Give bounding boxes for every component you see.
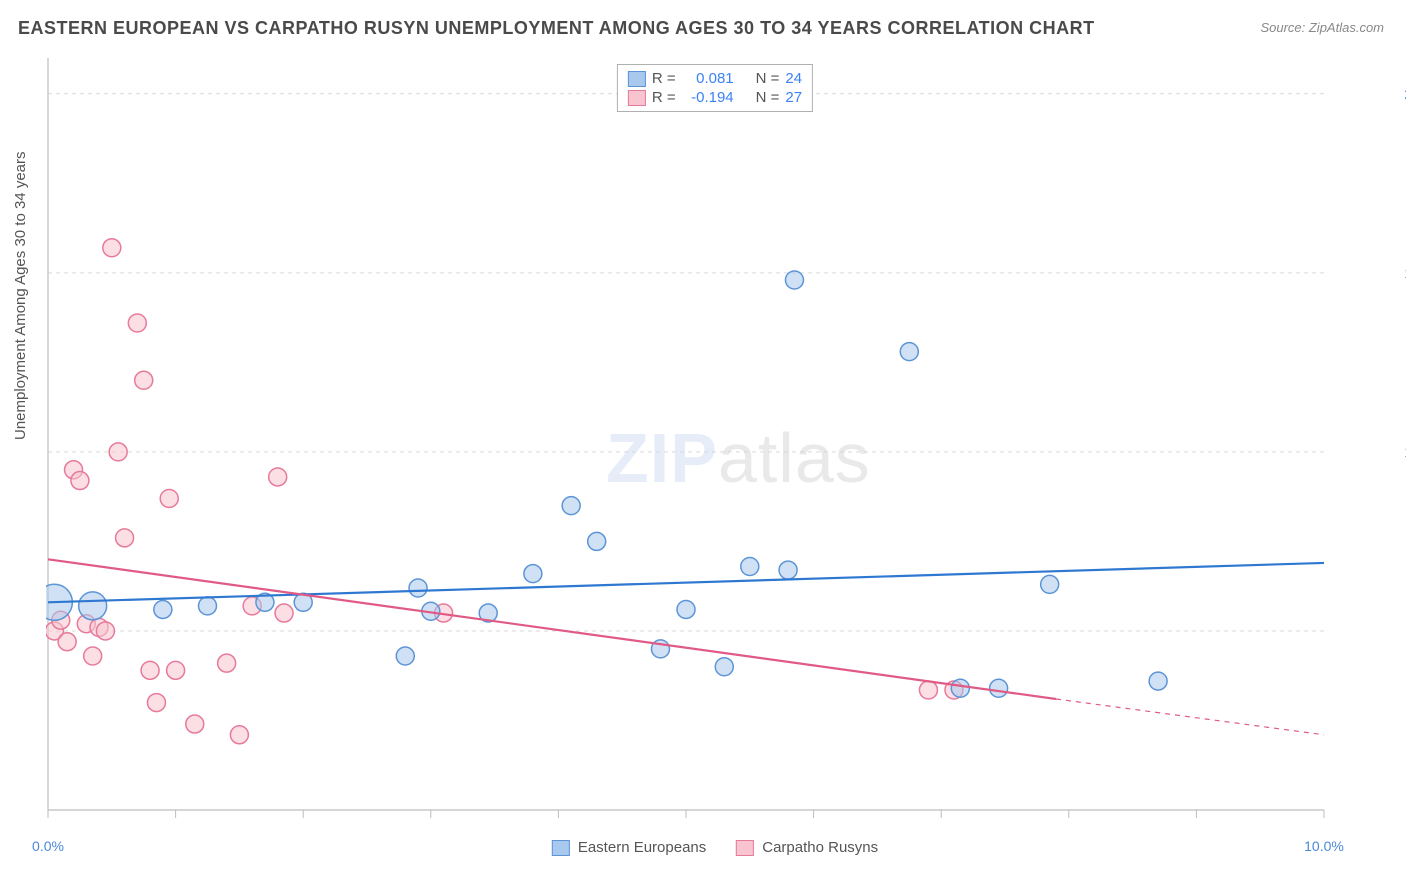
r-value-series-2: -0.194 [682,89,734,106]
r-label: R = [652,70,676,87]
legend-row-series-1: R = 0.081 N = 24 [628,69,802,88]
y-axis-label: Unemployment Among Ages 30 to 34 years [12,151,29,440]
x-tick-label: 0.0% [32,838,64,854]
source-label: Source: ZipAtlas.com [1260,20,1384,35]
swatch-series-1-bottom [552,840,570,856]
n-value-series-2: 27 [785,89,802,106]
r-value-series-1: 0.081 [682,70,734,87]
n-value-series-1: 24 [785,70,802,87]
swatch-series-1 [628,71,646,87]
n-label: N = [756,89,780,106]
legend-item-series-1: Eastern Europeans [552,839,706,856]
series-legend: Eastern Europeans Carpatho Rusyns [552,839,878,856]
legend-item-series-2: Carpatho Rusyns [736,839,878,856]
chart-area: R = 0.081 N = 24 R = -0.194 N = 27 Easte… [46,58,1384,828]
x-tick-label: 10.0% [1304,838,1344,854]
legend-row-series-2: R = -0.194 N = 27 [628,88,802,107]
n-label: N = [756,70,780,87]
scatter-plot-svg [46,58,1384,828]
r-label: R = [652,89,676,106]
swatch-series-2-bottom [736,840,754,856]
chart-title: EASTERN EUROPEAN VS CARPATHO RUSYN UNEMP… [18,18,1095,39]
correlation-legend: R = 0.081 N = 24 R = -0.194 N = 27 [617,64,813,112]
series-2-name: Carpatho Rusyns [762,839,878,856]
series-1-name: Eastern Europeans [578,839,706,856]
swatch-series-2 [628,90,646,106]
